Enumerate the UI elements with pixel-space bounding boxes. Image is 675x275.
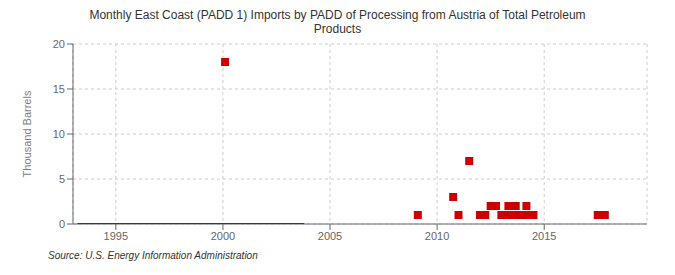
svg-text:5: 5 <box>59 173 65 185</box>
svg-text:2010: 2010 <box>425 230 449 242</box>
html-text:Source: U.S. Energy Informatio: Source: U.S. Energy Information Administ… <box>48 250 258 261</box>
svg-text:0: 0 <box>59 218 65 230</box>
svg-text:10: 10 <box>53 128 65 140</box>
svg-text:15: 15 <box>53 83 65 95</box>
svg-text:1995: 1995 <box>104 230 128 242</box>
html-text:Monthly East Coast (PADD 1) Im: Monthly East Coast (PADD 1) Imports by P… <box>89 8 586 22</box>
svg-text:2000: 2000 <box>211 230 235 242</box>
svg-text:20: 20 <box>53 38 65 50</box>
svg-text:Thousand Barrels: Thousand Barrels <box>21 90 33 177</box>
svg-text:2005: 2005 <box>318 230 342 242</box>
html-text:Products: Products <box>313 22 362 36</box>
svg-text:2015: 2015 <box>532 230 556 242</box>
